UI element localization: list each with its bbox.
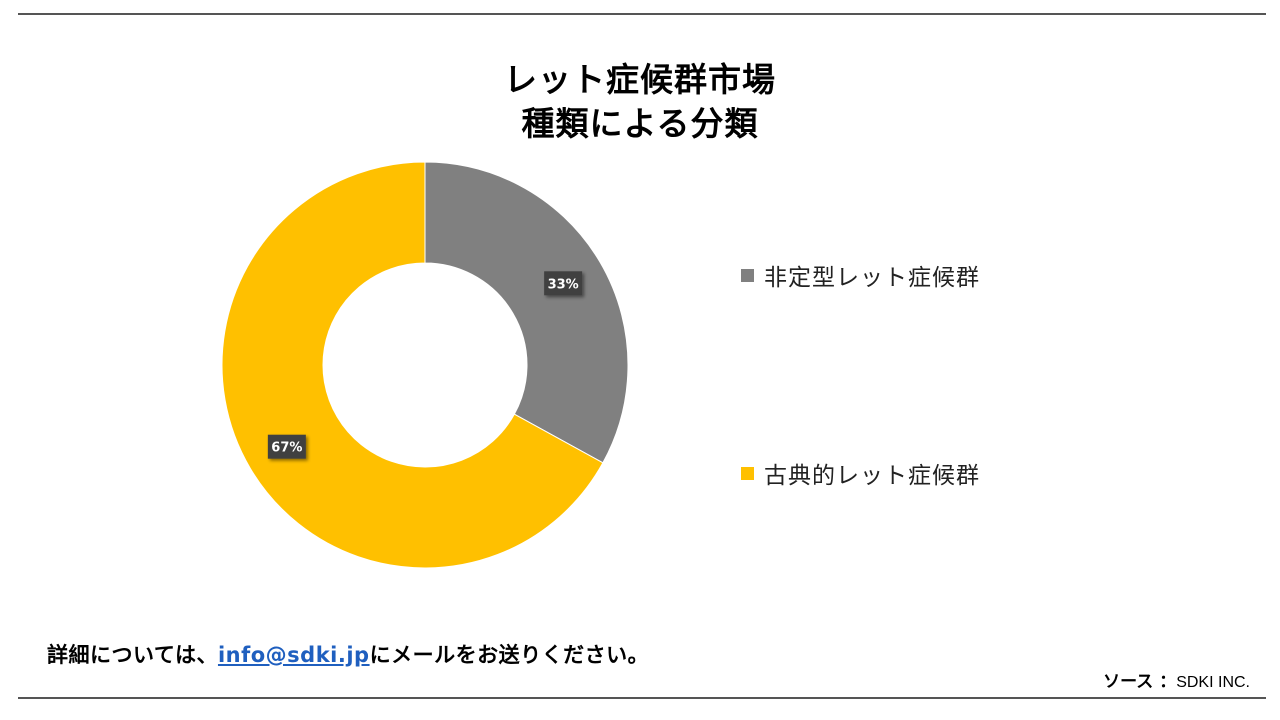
data-label-box-2 (267, 434, 306, 459)
data-label-1: 33% (544, 271, 583, 296)
donut-slice-2 (221, 161, 604, 569)
chart-title-line2: 種類による分類 (521, 104, 759, 143)
data-label-text-1: 33% (548, 277, 579, 292)
bottom-divider (18, 697, 1266, 699)
donut-slice-1 (424, 161, 629, 464)
contact-prefix: 詳細については、 (47, 643, 218, 667)
legend-item-classic: 古典的レット症候群 (741, 456, 980, 490)
legend-label-classic: 古典的レット症候群 (764, 463, 980, 489)
chart-title: レット症候群市場 種類による分類 (0, 58, 1280, 146)
data-label-2: 67% (267, 434, 306, 459)
legend-label-atypical: 非定型レット症候群 (764, 265, 980, 291)
source-value: SDKI INC. (1176, 674, 1250, 691)
source-credit: ソース ：SDKI INC. (1103, 667, 1250, 692)
contact-note: 詳細については、info@sdki.jpにメールをお送りください。 (47, 639, 649, 669)
source-label: ソース ： (1103, 672, 1177, 692)
chart-title-line1: レット症候群市場 (504, 60, 776, 99)
legend-swatch-classic (741, 466, 754, 480)
contact-suffix: にメールをお送りください。 (369, 643, 650, 667)
top-divider (18, 13, 1266, 15)
contact-email-link[interactable]: info@sdki.jp (217, 643, 370, 667)
legend-swatch-atypical (741, 268, 754, 282)
data-label-text-2: 67% (271, 441, 302, 456)
legend-item-atypical: 非定型レット症候群 (741, 258, 980, 292)
data-label-box-1 (544, 271, 583, 296)
